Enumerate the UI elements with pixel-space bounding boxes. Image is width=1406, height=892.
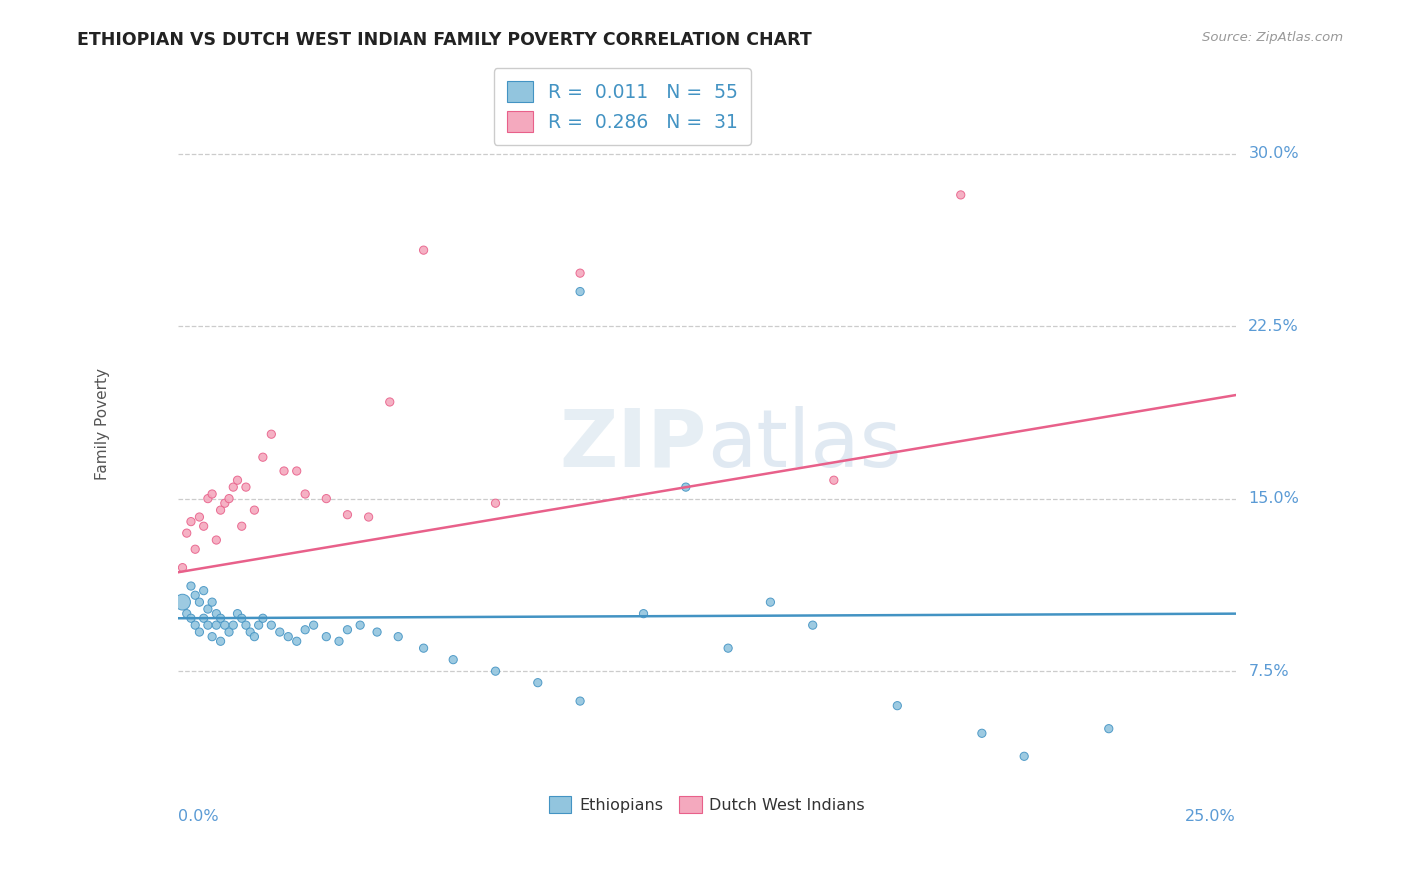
Point <box>180 579 202 593</box>
Point <box>294 623 316 637</box>
Point <box>1098 722 1121 736</box>
Point <box>193 519 215 533</box>
Text: 7.5%: 7.5% <box>1249 664 1289 679</box>
Point <box>526 675 548 690</box>
Point <box>328 634 350 648</box>
Point <box>949 188 972 202</box>
Point <box>201 487 224 501</box>
Point <box>226 473 249 487</box>
Point <box>260 618 283 632</box>
Text: 0.0%: 0.0% <box>179 809 219 824</box>
Legend: Ethiopians, Dutch West Indians: Ethiopians, Dutch West Indians <box>543 789 872 820</box>
Point <box>209 634 232 648</box>
Point <box>209 503 232 517</box>
Point <box>717 641 740 656</box>
Point <box>336 508 359 522</box>
Text: Family Poverty: Family Poverty <box>94 368 110 480</box>
Point <box>231 519 253 533</box>
Text: ZIP: ZIP <box>560 406 707 483</box>
Text: atlas: atlas <box>707 406 901 483</box>
Point <box>315 630 337 644</box>
Text: 30.0%: 30.0% <box>1249 146 1299 161</box>
Point <box>801 618 824 632</box>
Point <box>366 625 388 640</box>
Point <box>243 503 266 517</box>
Point <box>231 611 253 625</box>
Point <box>285 464 308 478</box>
Point <box>197 491 219 506</box>
Point <box>172 560 194 574</box>
Point <box>387 630 409 644</box>
Point <box>222 618 245 632</box>
Point <box>218 491 240 506</box>
Point <box>205 618 228 632</box>
Point <box>188 510 211 524</box>
Point <box>823 473 845 487</box>
Point <box>188 625 211 640</box>
Point <box>569 285 592 299</box>
Point <box>315 491 337 506</box>
Point <box>357 510 380 524</box>
Point <box>412 641 434 656</box>
Point <box>441 653 464 667</box>
Point <box>184 618 207 632</box>
Point <box>970 726 993 740</box>
Point <box>886 698 908 713</box>
Text: Source: ZipAtlas.com: Source: ZipAtlas.com <box>1202 31 1343 45</box>
Point <box>675 480 697 494</box>
Point <box>193 583 215 598</box>
Point <box>197 602 219 616</box>
Text: 15.0%: 15.0% <box>1249 491 1299 506</box>
Point <box>484 496 506 510</box>
Point <box>218 625 240 640</box>
Point <box>205 607 228 621</box>
Point <box>184 542 207 557</box>
Point <box>378 395 401 409</box>
Point <box>201 630 224 644</box>
Point <box>569 694 592 708</box>
Point <box>214 496 236 510</box>
Point <box>193 611 215 625</box>
Point <box>633 607 655 621</box>
Point <box>294 487 316 501</box>
Point <box>197 618 219 632</box>
Point <box>247 618 270 632</box>
Point <box>180 611 202 625</box>
Point <box>336 623 359 637</box>
Point <box>188 595 211 609</box>
Point <box>176 607 198 621</box>
Point <box>349 618 371 632</box>
Point <box>285 634 308 648</box>
Text: ETHIOPIAN VS DUTCH WEST INDIAN FAMILY POVERTY CORRELATION CHART: ETHIOPIAN VS DUTCH WEST INDIAN FAMILY PO… <box>77 31 813 49</box>
Point <box>759 595 782 609</box>
Point <box>172 595 194 609</box>
Point <box>269 625 291 640</box>
Point <box>201 595 224 609</box>
Point <box>239 625 262 640</box>
Point <box>243 630 266 644</box>
Point <box>180 515 202 529</box>
Point <box>484 664 506 678</box>
Point <box>260 427 283 442</box>
Point <box>205 533 228 547</box>
Point <box>184 588 207 602</box>
Point <box>222 480 245 494</box>
Point <box>235 480 257 494</box>
Point <box>252 611 274 625</box>
Point <box>302 618 325 632</box>
Point <box>252 450 274 465</box>
Point <box>235 618 257 632</box>
Point <box>277 630 299 644</box>
Point <box>176 526 198 541</box>
Point <box>412 243 434 257</box>
Point <box>214 618 236 632</box>
Point <box>273 464 295 478</box>
Point <box>209 611 232 625</box>
Point <box>226 607 249 621</box>
Text: 25.0%: 25.0% <box>1185 809 1236 824</box>
Text: 22.5%: 22.5% <box>1249 318 1299 334</box>
Point <box>1012 749 1035 764</box>
Point <box>569 266 592 280</box>
